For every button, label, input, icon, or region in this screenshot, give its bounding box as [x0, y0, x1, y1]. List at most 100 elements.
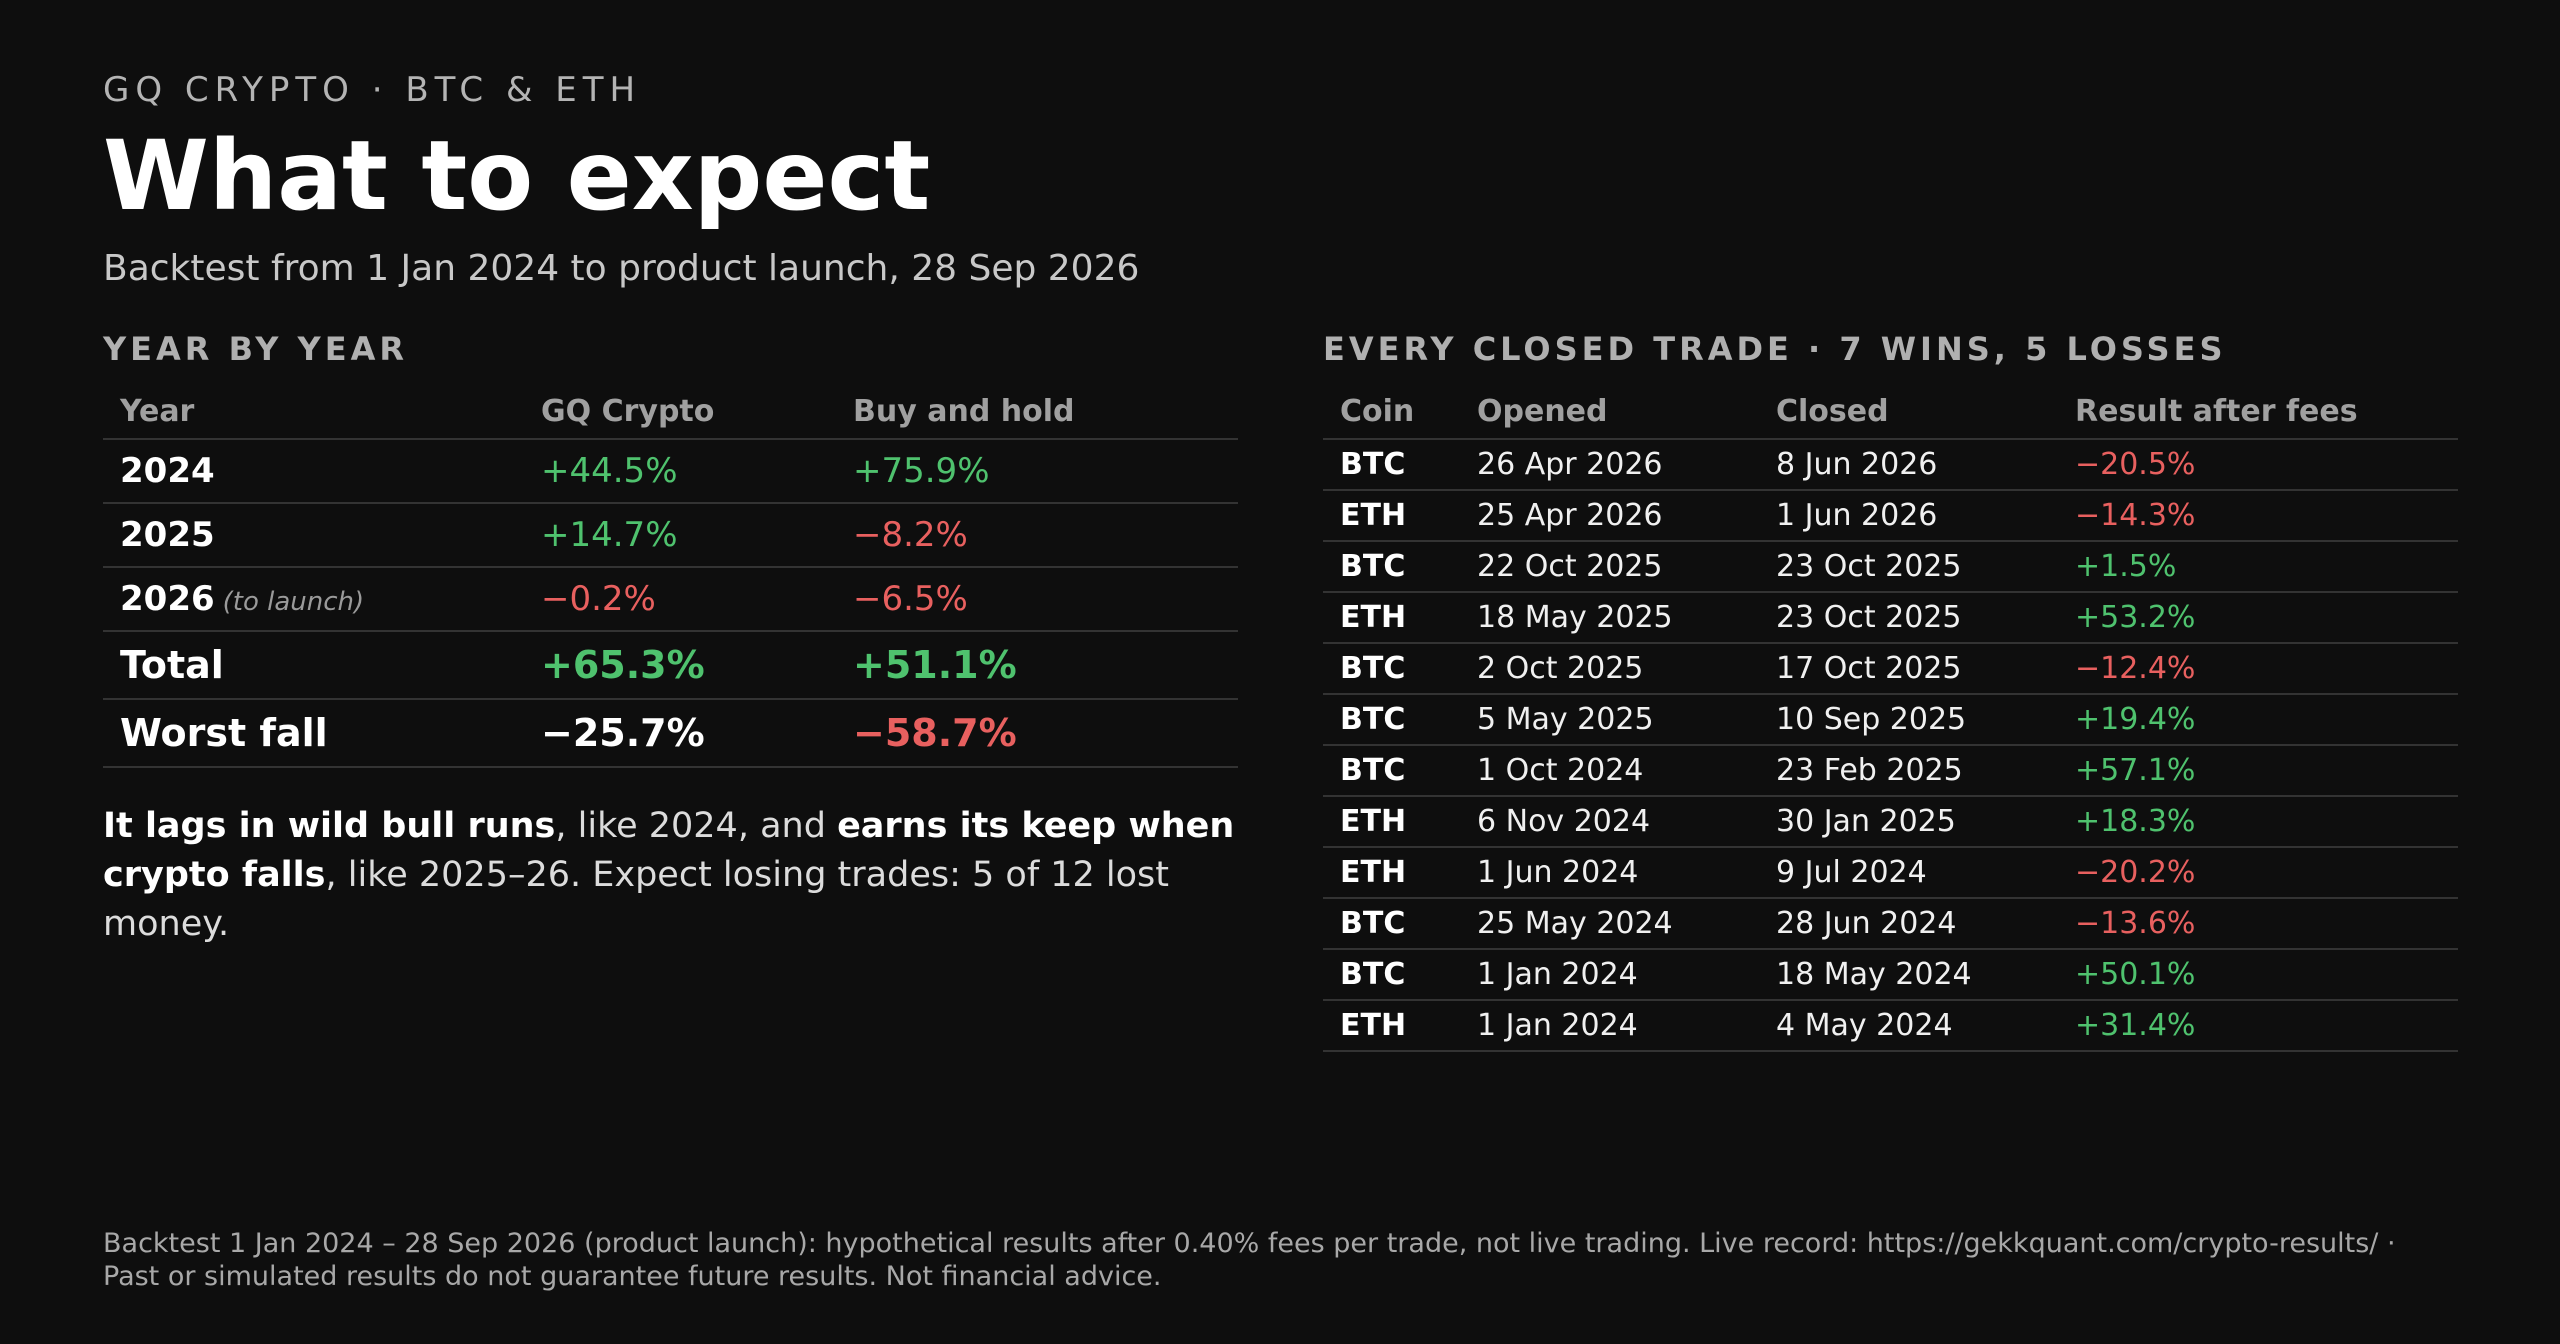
desc-text-2: , like 2025–26. Expect losing trades: 5 …	[103, 855, 1170, 944]
trade-closed: 1 Jun 2026	[1776, 498, 1938, 533]
trade-result: +50.1%	[2075, 957, 2196, 992]
hold-value: −6.5%	[853, 579, 968, 619]
trade-opened: 1 Jan 2024	[1477, 1008, 1638, 1043]
trade-coin: BTC	[1340, 447, 1406, 482]
year-label: Worst fall	[120, 711, 328, 755]
year-note: (to launch)	[222, 587, 365, 617]
gq-value: −0.2%	[541, 579, 656, 619]
hold-value: +75.9%	[853, 451, 990, 491]
trade-closed: 30 Jan 2025	[1776, 804, 1956, 839]
hold-value: +51.1%	[853, 643, 1017, 687]
col-gq-crypto: GQ Crypto	[541, 393, 715, 429]
trade-closed: 9 Jul 2024	[1776, 855, 1927, 890]
table-row: 2025 +14.7% −8.2%	[103, 504, 1238, 568]
table-row: ETH 1 Jun 2024 9 Jul 2024 −20.2%	[1323, 848, 2458, 899]
trade-result: −20.2%	[2075, 855, 2196, 890]
page-subtitle: Backtest from 1 Jan 2024 to product laun…	[103, 248, 1140, 289]
year-label: 2026	[120, 579, 215, 619]
trade-opened: 1 Oct 2024	[1477, 753, 1644, 788]
hold-value: −8.2%	[853, 515, 968, 555]
trade-opened: 1 Jun 2024	[1477, 855, 1639, 890]
year-by-year-table: Year GQ Crypto Buy and hold 2024 +44.5% …	[103, 384, 1238, 768]
trade-closed: 4 May 2024	[1776, 1008, 1953, 1043]
table-row: 2026 (to launch) −0.2% −6.5%	[103, 568, 1238, 632]
trade-result: −20.5%	[2075, 447, 2196, 482]
trade-coin: ETH	[1340, 1008, 1407, 1043]
col-buy-and-hold: Buy and hold	[853, 393, 1075, 429]
table-row: Total +65.3% +51.1%	[103, 632, 1238, 700]
trade-opened: 1 Jan 2024	[1477, 957, 1638, 992]
gq-value: −25.7%	[541, 711, 705, 755]
trade-closed: 8 Jun 2026	[1776, 447, 1938, 482]
trade-result: +31.4%	[2075, 1008, 2196, 1043]
table-row: BTC 1 Jan 2024 18 May 2024 +50.1%	[1323, 950, 2458, 1001]
trade-result: +19.4%	[2075, 702, 2196, 737]
trade-opened: 6 Nov 2024	[1477, 804, 1651, 839]
trade-closed: 17 Oct 2025	[1776, 651, 1962, 686]
trade-opened: 25 Apr 2026	[1477, 498, 1663, 533]
trade-closed: 18 May 2024	[1776, 957, 1972, 992]
year-label: 2024	[120, 451, 215, 491]
col-opened: Opened	[1477, 393, 1608, 429]
year-table-header: Year GQ Crypto Buy and hold	[103, 384, 1238, 440]
page-title: What to expect	[103, 120, 931, 232]
table-row: BTC 22 Oct 2025 23 Oct 2025 +1.5%	[1323, 542, 2458, 593]
table-row: ETH 1 Jan 2024 4 May 2024 +31.4%	[1323, 1001, 2458, 1052]
col-closed: Closed	[1776, 393, 1889, 429]
trade-opened: 22 Oct 2025	[1477, 549, 1663, 584]
table-row: BTC 1 Oct 2024 23 Feb 2025 +57.1%	[1323, 746, 2458, 797]
trade-closed: 23 Oct 2025	[1776, 600, 1962, 635]
table-row: BTC 26 Apr 2026 8 Jun 2026 −20.5%	[1323, 440, 2458, 491]
trade-opened: 5 May 2025	[1477, 702, 1654, 737]
trade-coin: ETH	[1340, 855, 1407, 890]
col-coin: Coin	[1340, 393, 1415, 429]
trade-result: −14.3%	[2075, 498, 2196, 533]
trades-table-header: Coin Opened Closed Result after fees	[1323, 384, 2458, 440]
trade-opened: 2 Oct 2025	[1477, 651, 1644, 686]
trade-coin: ETH	[1340, 498, 1407, 533]
year-label: 2025	[120, 515, 215, 555]
col-year: Year	[120, 393, 195, 429]
table-row: ETH 18 May 2025 23 Oct 2025 +53.2%	[1323, 593, 2458, 644]
trade-result: −12.4%	[2075, 651, 2196, 686]
trade-coin: BTC	[1340, 957, 1406, 992]
trades-heading: EVERY CLOSED TRADE · 7 WINS, 5 LOSSES	[1323, 330, 2227, 368]
year-label: Total	[120, 643, 224, 687]
gq-value: +14.7%	[541, 515, 678, 555]
trade-closed: 23 Oct 2025	[1776, 549, 1962, 584]
table-row: 2024 +44.5% +75.9%	[103, 440, 1238, 504]
trade-coin: BTC	[1340, 549, 1406, 584]
trade-result: +53.2%	[2075, 600, 2196, 635]
trade-result: −13.6%	[2075, 906, 2196, 941]
gq-value: +65.3%	[541, 643, 705, 687]
description: It lags in wild bull runs, like 2024, an…	[103, 802, 1263, 949]
trade-coin: BTC	[1340, 651, 1406, 686]
table-row: ETH 6 Nov 2024 30 Jan 2025 +18.3%	[1323, 797, 2458, 848]
trade-coin: ETH	[1340, 804, 1407, 839]
trade-closed: 23 Feb 2025	[1776, 753, 1963, 788]
trade-coin: BTC	[1340, 702, 1406, 737]
trade-coin: BTC	[1340, 906, 1406, 941]
disclaimer-footer: Backtest 1 Jan 2024 – 28 Sep 2026 (produ…	[103, 1227, 2463, 1293]
eyebrow: GQ CRYPTO · BTC & ETH	[103, 70, 642, 110]
table-row: BTC 5 May 2025 10 Sep 2025 +19.4%	[1323, 695, 2458, 746]
trade-opened: 26 Apr 2026	[1477, 447, 1663, 482]
col-result: Result after fees	[2075, 393, 2358, 429]
trade-coin: BTC	[1340, 753, 1406, 788]
trade-opened: 18 May 2025	[1477, 600, 1673, 635]
table-row: BTC 2 Oct 2025 17 Oct 2025 −12.4%	[1323, 644, 2458, 695]
footer-line-2: Past or simulated results do not guarant…	[103, 1261, 1162, 1292]
table-row: ETH 25 Apr 2026 1 Jun 2026 −14.3%	[1323, 491, 2458, 542]
trade-opened: 25 May 2024	[1477, 906, 1673, 941]
trade-closed: 28 Jun 2024	[1776, 906, 1957, 941]
year-by-year-heading: YEAR BY YEAR	[103, 330, 408, 368]
table-row: BTC 25 May 2024 28 Jun 2024 −13.6%	[1323, 899, 2458, 950]
footer-line-1: Backtest 1 Jan 2024 – 28 Sep 2026 (produ…	[103, 1228, 2396, 1259]
hold-value: −58.7%	[853, 711, 1017, 755]
trade-result: +1.5%	[2075, 549, 2177, 584]
desc-bold-2: earns its keep when crypto falls	[103, 806, 1235, 895]
table-row: Worst fall −25.7% −58.7%	[103, 700, 1238, 768]
trade-result: +57.1%	[2075, 753, 2196, 788]
trades-table: Coin Opened Closed Result after fees BTC…	[1323, 384, 2458, 1052]
trade-closed: 10 Sep 2025	[1776, 702, 1967, 737]
